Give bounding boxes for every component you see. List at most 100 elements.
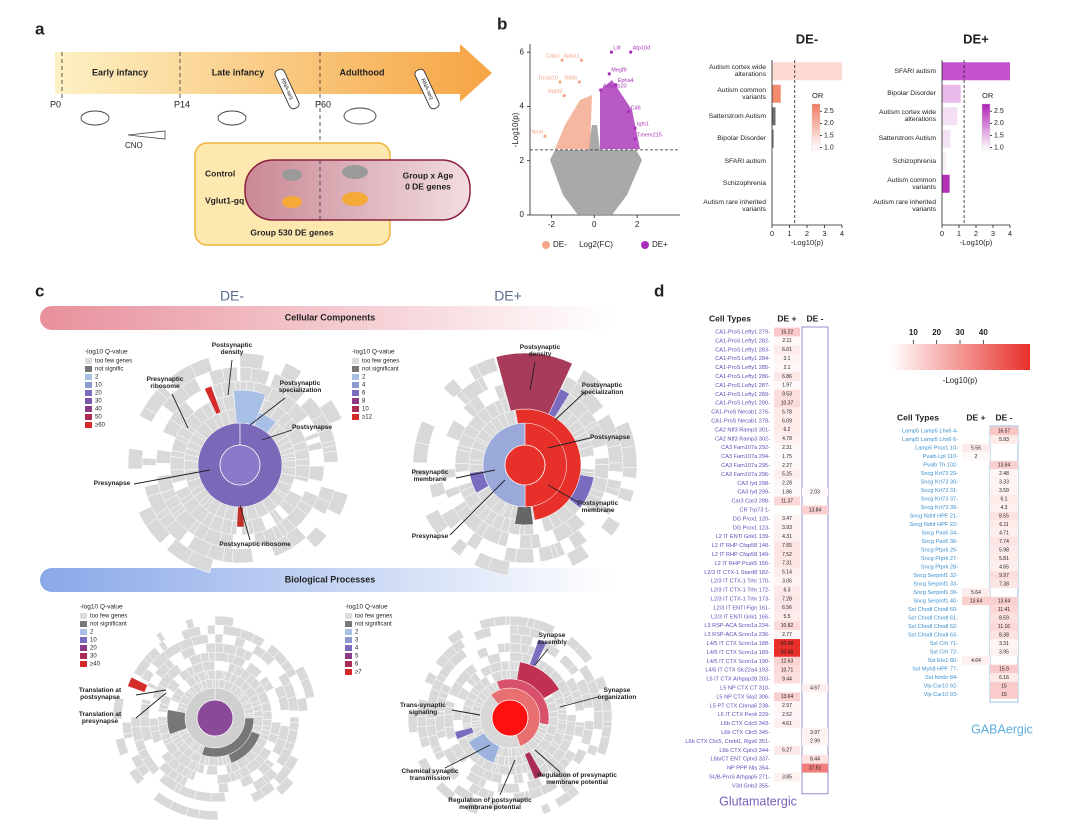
x-axis-label: Log2(FC): [579, 240, 613, 249]
sunburst-segment: [444, 726, 457, 740]
cell-type: Sncg Ndnf HPF 22-: [909, 522, 958, 528]
heat-cell: [774, 523, 800, 533]
sunburst-segment: [503, 783, 521, 794]
cell-type: CA1-ProS Lefty1 287-: [715, 383, 770, 389]
cell-value: 5.81: [999, 556, 1009, 562]
cell-type: Sncg Serpinf1 32-: [913, 573, 958, 579]
heat-cell: [990, 613, 1018, 623]
legend-swatch: [85, 406, 92, 412]
legend-swatch: [352, 414, 359, 420]
label-box: Autism cortex wide alterations: [709, 64, 766, 78]
cell-type: L4/5 IT CTX Slc22a4 193-: [705, 668, 770, 674]
annotation: Chemical synaptic transmission: [401, 768, 459, 782]
legend-swatch: [352, 406, 359, 412]
legend-label: 8: [362, 399, 366, 405]
sunburst-segment: [586, 743, 599, 757]
legend-label: ≥60: [95, 423, 106, 429]
cell-type: Sst Nmbr 84-: [925, 675, 958, 681]
leader-line: [133, 469, 211, 485]
sunburst-segment: [253, 710, 264, 718]
label-box: Trans-synaptic signaling: [400, 702, 446, 716]
cell-type: CA1-ProS Lefty1 286-: [715, 374, 770, 380]
sunburst-segment: [295, 458, 311, 467]
sunburst-segment: [594, 457, 610, 465]
cell-type: L5 NP CTX Sla2 306-: [716, 694, 770, 700]
sunburst-segment: [580, 728, 594, 746]
cell-value: 4.31: [782, 534, 792, 540]
cell-type: Sst Chodl Chodl 60-: [908, 607, 958, 613]
cell-type: L2/3 IT ENTl Grik1 166-: [711, 614, 770, 620]
cell-value: 37.51: [809, 765, 822, 771]
annotation: Presynaptic membrane: [411, 469, 449, 483]
sunburst-segment: [503, 546, 518, 563]
legend-swatch: [352, 366, 359, 372]
sunburst-segment: [183, 460, 199, 471]
annotation: Postsynapse: [589, 433, 631, 441]
legend-label: 30: [95, 399, 102, 405]
heat-cell: [774, 425, 800, 435]
heat-cell: [990, 596, 1018, 606]
cell-type: CA1-ProS Necab1 276-: [711, 410, 770, 416]
sunburst-segment: [508, 660, 511, 671]
sunburst-segment: [505, 615, 511, 626]
cell-type: L6b CTX Clic5, Crebl1, Rgs6 351-: [685, 739, 770, 745]
cell-value: 7.65: [782, 543, 792, 549]
label-box: Schizophrenia: [723, 180, 766, 187]
cell-value: 2.28: [782, 481, 792, 487]
heat-cell: [990, 426, 1018, 436]
legend-label: ≥12: [362, 415, 373, 421]
cell-type: CA1-ProS Lefty1 279-: [715, 329, 770, 335]
colorbar-label: -Log10(p): [943, 376, 978, 385]
sunburst-segment: [444, 765, 461, 782]
sunburst-segment: [275, 776, 295, 796]
cell-value: 16.57: [998, 428, 1011, 434]
bar: [942, 152, 947, 171]
sunburst-segment: [218, 782, 230, 794]
heat-cell: [774, 461, 800, 470]
label-box: Synapse assembly: [537, 632, 567, 646]
legend-label: 3: [355, 638, 359, 644]
cell-value: 60.48: [781, 650, 794, 656]
cell-value: 5.98: [999, 547, 1009, 553]
sunburst-segment: [319, 399, 343, 425]
sunburst-segment: [138, 506, 158, 527]
sunburst-segment: [566, 714, 577, 723]
syringe: [127, 130, 166, 140]
sunburst-segment: [308, 465, 325, 482]
sunburst-segment: [443, 378, 463, 399]
heat-cell: [774, 380, 800, 390]
gene-label: Tmem215: [637, 132, 662, 138]
sunburst-segment: [622, 467, 638, 479]
sunburst-segment: [557, 713, 568, 721]
legend-label: too few genes: [362, 359, 399, 365]
gene-point: [560, 58, 564, 62]
colorbar-tick-label: 1.5: [824, 132, 834, 139]
heat-cell: [774, 621, 800, 631]
leader-line: [444, 744, 491, 769]
heat-cell: [802, 505, 828, 515]
cell-value: 2.48: [999, 471, 1009, 477]
sunburst-highlight: [524, 751, 544, 780]
legend-label: 2: [362, 375, 366, 381]
gene-label: Arhgap20: [603, 84, 627, 90]
sunburst-segment: [445, 419, 467, 442]
legend-swatch: [85, 358, 92, 364]
bar: [942, 62, 1010, 81]
sunburst-segment: [212, 678, 216, 689]
heat-cell: [962, 656, 990, 665]
heat-cell: [774, 327, 800, 337]
label-box: Autism rare inherited variants: [703, 199, 766, 213]
legend-swatch: [85, 390, 92, 396]
sunburst-segment: [556, 769, 572, 784]
bar: [942, 84, 961, 103]
legend-title: OR: [982, 91, 994, 100]
banner: [40, 568, 615, 592]
legend-label: DE+: [652, 240, 668, 249]
cell-type: L2 IT RHP Cfap58 149-: [712, 552, 770, 558]
label-box: Satterstrom Autism: [709, 113, 766, 120]
colorbar-tick-label: 40: [979, 328, 988, 337]
leader-line: [261, 429, 293, 441]
heat-cell: [774, 719, 800, 729]
cell-value: 13.84: [809, 507, 822, 513]
cell-type: L5 NP CTX CT 310-: [720, 685, 770, 691]
